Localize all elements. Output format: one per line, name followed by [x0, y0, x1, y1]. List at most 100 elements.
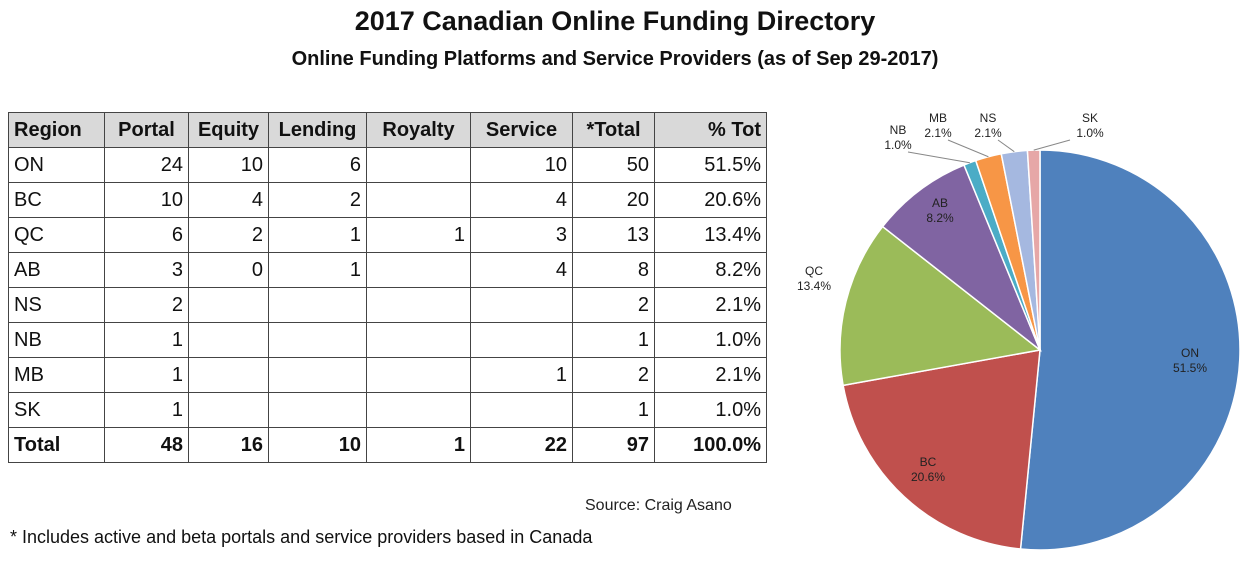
cell-royalty: [366, 322, 471, 358]
slice-label-ns: NS: [980, 111, 997, 125]
table-row: BC 10 4 2 4 20 20.6%: [8, 182, 767, 218]
cell-total: 2: [572, 287, 655, 323]
header-royalty: Royalty: [366, 112, 471, 148]
leader-line-mb: [947, 139, 989, 158]
leader-line-sk: [1033, 139, 1071, 151]
cell-lending: 1: [268, 252, 367, 288]
cell-equity: [188, 322, 269, 358]
cell-lending: 6: [268, 147, 367, 183]
cell-region: QC: [8, 217, 105, 253]
cell-lending: [268, 322, 367, 358]
cell-service: 1: [470, 357, 573, 393]
table-row: SK 1 1 1.0%: [8, 392, 767, 428]
table-row: NB 1 1 1.0%: [8, 322, 767, 358]
slice-label-bc: BC: [920, 455, 937, 469]
cell-lending: 10: [268, 427, 367, 463]
cell-pct-tot: 1.0%: [654, 322, 767, 358]
cell-pct-tot: 1.0%: [654, 392, 767, 428]
table-row: AB 3 0 1 4 8 8.2%: [8, 252, 767, 288]
cell-royalty: 1: [366, 217, 471, 253]
header-region: Region: [8, 112, 105, 148]
cell-total: 2: [572, 357, 655, 393]
cell-region: SK: [8, 392, 105, 428]
cell-region: MB: [8, 357, 105, 393]
cell-lending: [268, 287, 367, 323]
header-lending: Lending: [268, 112, 367, 148]
pie-slice-ab: [881, 164, 1042, 353]
cell-total: 13: [572, 217, 655, 253]
cell-portal: 6: [104, 217, 189, 253]
cell-lending: [268, 392, 367, 428]
slice-pct-label-ns: 2.1%: [974, 126, 1002, 140]
slice-label-qc: QC: [805, 264, 823, 278]
cell-portal: 3: [104, 252, 189, 288]
slice-pct-label-on: 51.5%: [1173, 361, 1207, 375]
funding-table: Region Portal Equity Lending Royalty Ser…: [8, 112, 767, 463]
cell-service: [470, 392, 573, 428]
cell-equity: [188, 287, 269, 323]
slice-pct-label-sk: 1.0%: [1076, 126, 1104, 140]
cell-equity: 10: [188, 147, 269, 183]
cell-equity: 16: [188, 427, 269, 463]
cell-lending: 2: [268, 182, 367, 218]
cell-equity: [188, 357, 269, 393]
pie-slice-qc: [839, 225, 1042, 387]
cell-equity: 2: [188, 217, 269, 253]
cell-royalty: [366, 287, 471, 323]
cell-pct-tot: 13.4%: [654, 217, 767, 253]
header-total: *Total: [572, 112, 655, 148]
cell-portal: 1: [104, 392, 189, 428]
cell-portal: 24: [104, 147, 189, 183]
slice-pct-label-ab: 8.2%: [926, 211, 954, 225]
cell-pct-tot: 100.0%: [654, 427, 767, 463]
cell-pct-tot: 8.2%: [654, 252, 767, 288]
slice-label-nb: NB: [890, 123, 907, 137]
cell-pct-tot: 2.1%: [654, 287, 767, 323]
table-body: ON 24 10 6 10 50 51.5% BC 10 4 2 4 20 20.6% QC 6 2 1 1 3 13 1…: [8, 147, 767, 463]
cell-royalty: [366, 182, 471, 218]
slice-pct-label-qc: 13.4%: [797, 279, 831, 293]
table-total-row: Total 48 16 10 1 22 97 100.0%: [8, 427, 767, 463]
slice-label-ab: AB: [932, 196, 948, 210]
cell-region: Total: [8, 427, 105, 463]
cell-service: 22: [470, 427, 573, 463]
slice-pct-label-nb: 1.0%: [884, 138, 912, 152]
cell-total: 8: [572, 252, 655, 288]
cell-pct-tot: 51.5%: [654, 147, 767, 183]
header-equity: Equity: [188, 112, 269, 148]
cell-service: [470, 322, 573, 358]
slice-label-on: ON: [1181, 346, 1199, 360]
leader-line-ns: [997, 139, 1015, 153]
cell-equity: 4: [188, 182, 269, 218]
cell-lending: [268, 357, 367, 393]
leader-line-nb: [907, 151, 970, 164]
cell-total: 1: [572, 322, 655, 358]
cell-region: AB: [8, 252, 105, 288]
cell-royalty: 1: [366, 427, 471, 463]
table-row: NS 2 2 2.1%: [8, 287, 767, 323]
cell-total: 50: [572, 147, 655, 183]
table-row: ON 24 10 6 10 50 51.5%: [8, 147, 767, 183]
header-pct-tot: % Tot: [654, 112, 767, 148]
cell-region: NS: [8, 287, 105, 323]
table-row: MB 1 1 2 2.1%: [8, 357, 767, 393]
source-note: Source: Craig Asano: [585, 497, 732, 514]
slice-pct-label-bc: 20.6%: [911, 470, 945, 484]
header-portal: Portal: [104, 112, 189, 148]
cell-portal: 2: [104, 287, 189, 323]
page-title: 2017 Canadian Online Funding Directory: [354, 6, 876, 36]
cell-service: 3: [470, 217, 573, 253]
slice-label-sk: SK: [1082, 111, 1098, 125]
cell-portal: 10: [104, 182, 189, 218]
cell-total: 20: [572, 182, 655, 218]
cell-royalty: [366, 357, 471, 393]
slice-label-mb: MB: [929, 111, 947, 125]
cell-portal: 1: [104, 322, 189, 358]
cell-pct-tot: 2.1%: [654, 357, 767, 393]
cell-portal: 1: [104, 357, 189, 393]
cell-total: 1: [572, 392, 655, 428]
cell-service: 10: [470, 147, 573, 183]
cell-royalty: [366, 147, 471, 183]
pie-slice-sk: [1026, 149, 1041, 351]
cell-service: 4: [470, 252, 573, 288]
